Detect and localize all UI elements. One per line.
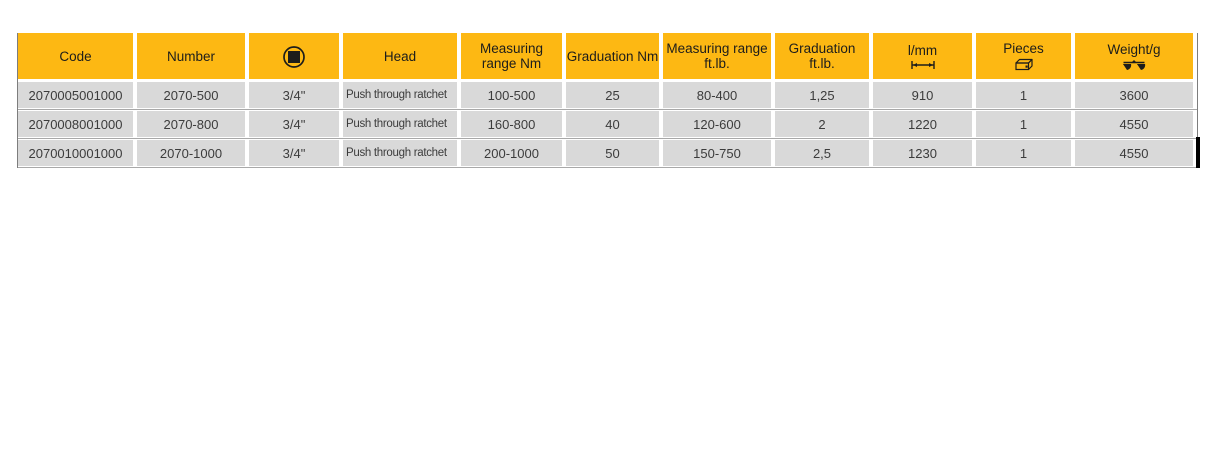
cell-graduation-ftlb: 2,5 (775, 140, 869, 166)
cell-code: 2070005001000 (18, 82, 133, 108)
column-header-measuring-range-nm: Measuring range Nm (461, 33, 562, 79)
column-header-weight: Weight/g (1075, 33, 1193, 79)
table-row: 2070010001000 2070-1000 3/4" Push throug… (18, 138, 1197, 166)
cell-head: Push through ratchet (343, 140, 457, 166)
cell-graduation-nm: 50 (566, 140, 659, 166)
cell-graduation-nm: 25 (566, 82, 659, 108)
column-header-number: Number (137, 33, 245, 79)
column-header-length-mm: l/mm (873, 33, 972, 79)
cell-number: 2070-1000 (137, 140, 245, 166)
cell-pieces: 1 (976, 82, 1071, 108)
table-row: 2070008001000 2070-800 3/4" Push through… (18, 109, 1197, 137)
cell-pieces: 1 (976, 111, 1071, 137)
cell-length-mm: 910 (873, 82, 972, 108)
cell-measuring-range-nm: 160-800 (461, 111, 562, 137)
carton-box-icon (1014, 58, 1033, 71)
column-header-head: Head (343, 33, 457, 79)
column-header-pieces: Pieces (976, 33, 1071, 79)
cell-measuring-range-nm: 200-1000 (461, 140, 562, 166)
cell-code: 2070008001000 (18, 111, 133, 137)
table-row: 2070005001000 2070-500 3/4" Push through… (18, 82, 1197, 108)
cell-weight: 3600 (1075, 82, 1193, 108)
cell-number: 2070-800 (137, 111, 245, 137)
cell-number: 2070-500 (137, 82, 245, 108)
cell-measuring-range-ftlb: 80-400 (663, 82, 771, 108)
column-header-graduation-ftlb: Graduation ft.lb. (775, 33, 869, 79)
cell-head: Push through ratchet (343, 111, 457, 137)
cell-drive-size: 3/4" (249, 111, 339, 137)
cell-drive-size: 3/4" (249, 82, 339, 108)
column-header-drive (249, 33, 339, 79)
column-header-measuring-range-ftlb: Measuring range ft.lb. (663, 33, 771, 79)
cell-drive-size: 3/4" (249, 140, 339, 166)
column-header-graduation-nm: Graduation Nm (566, 33, 659, 79)
column-header-code: Code (18, 33, 133, 79)
cell-weight: 4550 (1075, 111, 1193, 137)
cell-length-mm: 1220 (873, 111, 972, 137)
cell-code: 2070010001000 (18, 140, 133, 166)
product-spec-table: Code Number Head Measuring range Nm Grad… (17, 33, 1200, 168)
cell-length-mm: 1230 (873, 140, 972, 166)
cell-pieces: 1 (976, 140, 1071, 166)
cell-measuring-range-nm: 100-500 (461, 82, 562, 108)
cell-head: Push through ratchet (343, 82, 457, 108)
balance-scale-icon (1123, 59, 1146, 70)
cell-weight: 4550 (1075, 140, 1193, 166)
table-bottom-border (18, 167, 1197, 168)
cell-graduation-ftlb: 1,25 (775, 82, 869, 108)
cell-graduation-nm: 40 (566, 111, 659, 137)
table-header-row: Code Number Head Measuring range Nm Grad… (18, 33, 1197, 79)
text-cursor-artifact (1196, 137, 1200, 168)
square-drive-icon (283, 46, 305, 68)
ruler-length-icon (910, 60, 935, 69)
cell-measuring-range-ftlb: 150-750 (663, 140, 771, 166)
cell-graduation-ftlb: 2 (775, 111, 869, 137)
cell-measuring-range-ftlb: 120-600 (663, 111, 771, 137)
